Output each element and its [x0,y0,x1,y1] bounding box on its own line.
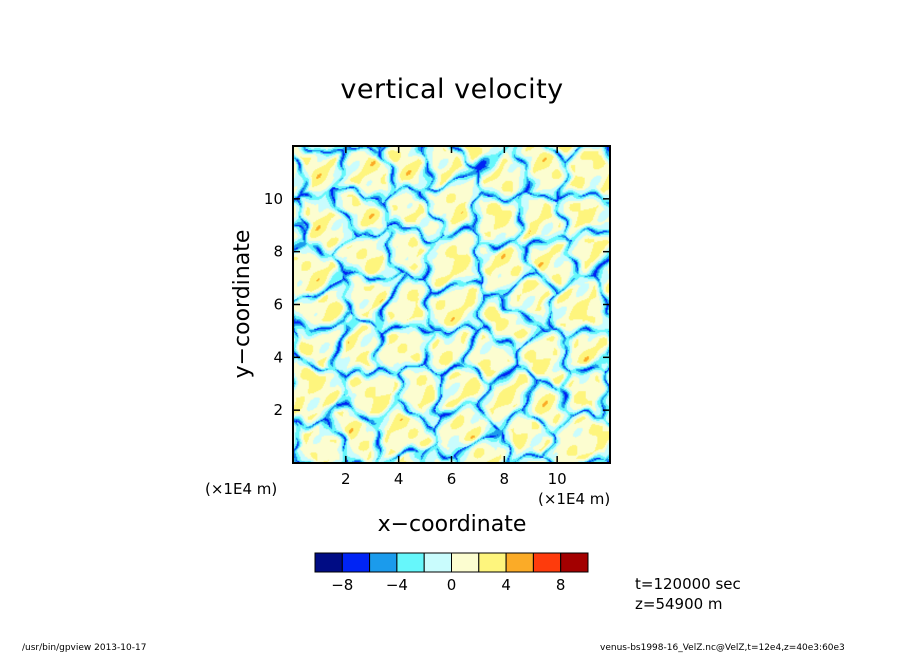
x-tick-label: 8 [500,470,510,488]
heatmap-field [293,146,610,463]
level-info: z=54900 m [635,595,723,613]
colorbar-bin [314,552,343,573]
colorbar-bin [369,552,398,573]
colorbar-tick-label: 4 [501,576,511,594]
y-tick-label: 6 [273,296,283,314]
chart-title: vertical velocity [340,74,564,105]
time-info: t=120000 sec [635,575,741,593]
colorbar-bin [451,552,480,573]
colorbar: −8 −4 0 4 8 [314,552,589,594]
colorbar-tick-label: −8 [331,576,353,594]
colorbar-bin [396,552,425,573]
y-tick-label: 10 [264,190,283,208]
colorbar-tick-label: 0 [447,576,457,594]
y-tick-label: 8 [273,243,283,261]
footer-source: venus-bs1998-16_VelZ.nc@VelZ,t=12e4,z=40… [600,643,845,653]
colorbar-bin [478,552,507,573]
x-axis: 2 4 6 8 10 [341,146,567,488]
x-axis-label: x−coordinate [377,512,527,537]
colorbar-bin [341,552,371,573]
x-tick-label: 2 [341,470,351,488]
colorbar-tick-label: 8 [556,576,566,594]
footer-program: /usr/bin/gpview 2013-10-17 [22,643,147,653]
x-axis-unit: (×1E4 m) [538,490,611,508]
x-tick-label: 4 [394,470,404,488]
colorbar-bin [423,552,453,573]
y-tick-label: 2 [273,401,283,419]
y-axis-unit: (×1E4 m) [205,480,278,498]
x-tick-label: 6 [447,470,457,488]
y-axis: 2 4 6 8 10 [264,190,610,419]
colorbar-bin [560,552,589,573]
x-tick-label: 10 [548,470,567,488]
colorbar-bin [505,552,534,573]
colorbar-tick-label: −4 [386,576,408,594]
colorbar-bin [532,552,562,573]
y-axis-label: y−coordinate [230,229,255,379]
y-tick-label: 4 [273,348,283,366]
